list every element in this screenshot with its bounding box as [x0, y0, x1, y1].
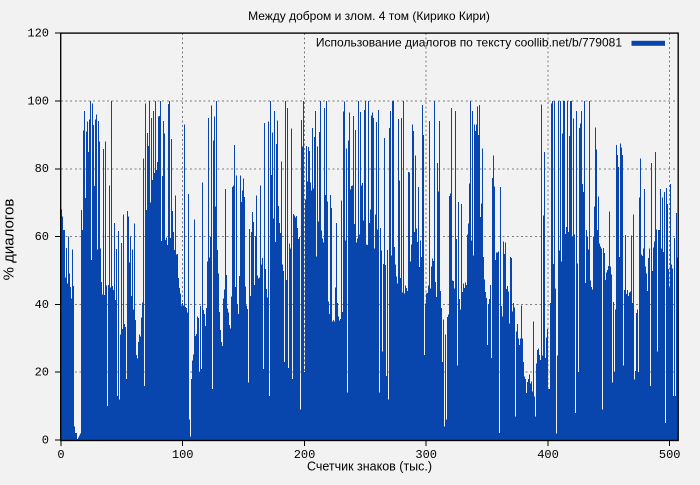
svg-text:Использование диалогов по текс: Использование диалогов по тексту coollib… — [316, 36, 622, 50]
svg-text:300: 300 — [415, 448, 437, 462]
svg-text:0: 0 — [57, 448, 64, 462]
svg-text:40: 40 — [35, 298, 49, 312]
svg-text:120: 120 — [27, 27, 49, 41]
svg-text:% диалогов: % диалогов — [1, 199, 18, 281]
svg-text:Счетчик знаков (тыс.): Счетчик знаков (тыс.) — [307, 460, 432, 474]
svg-text:500: 500 — [659, 448, 681, 462]
svg-text:200: 200 — [294, 448, 316, 462]
svg-text:400: 400 — [537, 448, 559, 462]
svg-text:100: 100 — [172, 448, 194, 462]
svg-text:60: 60 — [35, 230, 49, 244]
svg-text:Между добром и злом. 4 том (Ки: Между добром и злом. 4 том (Кирико Кири) — [248, 9, 490, 23]
svg-text:0: 0 — [42, 433, 49, 447]
svg-text:100: 100 — [27, 94, 49, 108]
svg-text:20: 20 — [35, 366, 49, 380]
svg-text:80: 80 — [35, 162, 49, 176]
